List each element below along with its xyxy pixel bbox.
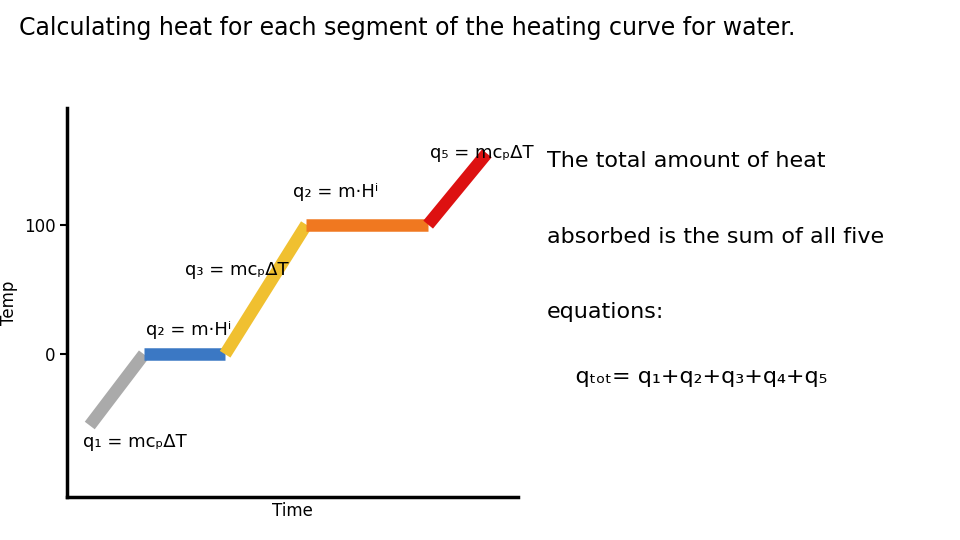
X-axis label: Time: Time	[273, 502, 313, 521]
Text: q₁ = mcₚΔT: q₁ = mcₚΔT	[83, 434, 187, 451]
Text: q₂ = m·Hⁱ: q₂ = m·Hⁱ	[146, 321, 231, 339]
Text: The total amount of heat: The total amount of heat	[547, 151, 826, 171]
Text: qₜₒₜ= q₁+q₂+q₃+q₄+q₅: qₜₒₜ= q₁+q₂+q₃+q₄+q₅	[547, 367, 828, 387]
Text: q₂ = m·Hⁱ: q₂ = m·Hⁱ	[293, 183, 378, 201]
Text: Calculating heat for each segment of the heating curve for water.: Calculating heat for each segment of the…	[19, 16, 796, 40]
Text: equations:: equations:	[547, 302, 664, 322]
Text: absorbed is the sum of all five: absorbed is the sum of all five	[547, 227, 884, 247]
Text: q₅ = mcₚΔT: q₅ = mcₚΔT	[430, 144, 534, 163]
Y-axis label: Temp: Temp	[0, 280, 18, 325]
Text: q₃ = mcₚΔT: q₃ = mcₚΔT	[184, 261, 288, 279]
